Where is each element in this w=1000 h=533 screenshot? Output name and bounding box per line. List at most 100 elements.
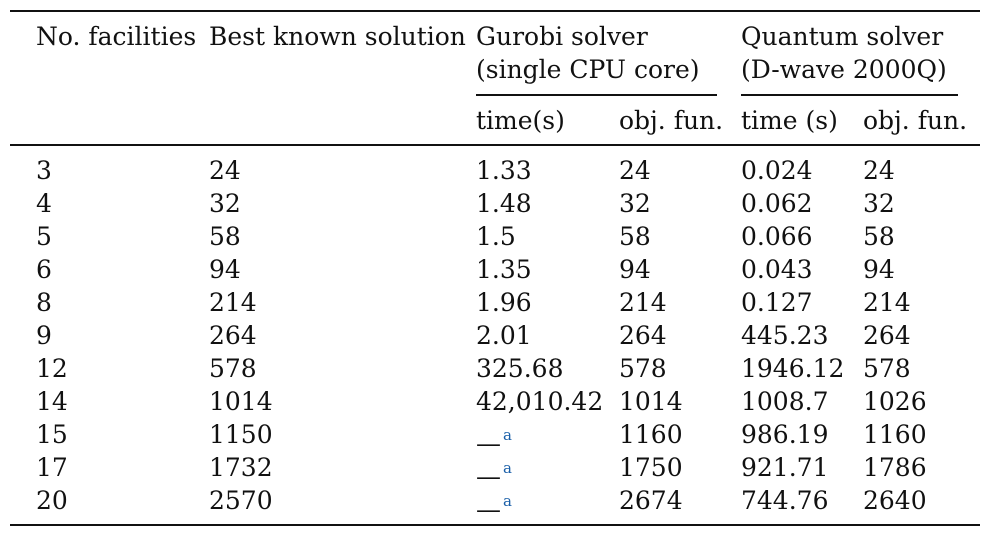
top-rule [10, 10, 980, 12]
cell-best-known-text: 24 [209, 156, 241, 185]
cell-gurobi-time: 1.96 [476, 288, 532, 318]
cell-gurobi-time-text: 42,010.42 [476, 387, 604, 416]
cell-gurobi-time-text: 1.35 [476, 255, 532, 284]
cell-quantum-time: 921.71 [741, 453, 828, 483]
footnote-marker[interactable]: a [503, 426, 512, 444]
cell-facilities: 17 [36, 453, 68, 483]
quantum-group-rule [741, 94, 958, 96]
cell-quantum-time-text: 744.76 [741, 486, 829, 515]
cell-gurobi-obj: 24 [619, 156, 651, 186]
cell-facilities-text: 8 [36, 288, 52, 317]
cell-gurobi-obj: 32 [619, 189, 651, 219]
cell-gurobi-time-text: 1.5 [476, 222, 516, 251]
cell-best-known-text: 1014 [209, 387, 273, 416]
cell-quantum-time-text: 0.062 [741, 189, 813, 218]
cell-quantum-obj-text: 1160 [863, 420, 927, 449]
cell-quantum-obj: 2640 [863, 486, 927, 516]
cell-best-known-text: 32 [209, 189, 241, 218]
cell-gurobi-obj: 1750 [619, 453, 683, 483]
cell-facilities: 14 [36, 387, 68, 417]
cell-gurobi-time: 2.01 [476, 321, 532, 351]
header-gurobi-line1: Gurobi solver [476, 22, 648, 51]
cell-gurobi-time-text: 325.68 [476, 354, 564, 383]
cell-gurobi-obj: 264 [619, 321, 667, 351]
cell-gurobi-obj-text: 214 [619, 288, 667, 317]
cell-quantum-time: 986.19 [741, 420, 828, 450]
cell-gurobi-obj: 1014 [619, 387, 683, 417]
cell-quantum-time-text: 1946.12 [741, 354, 845, 383]
cell-quantum-obj-text: 214 [863, 288, 911, 317]
cell-gurobi-time: 1.35 [476, 255, 532, 285]
cell-best-known: 1150 [209, 420, 273, 450]
cell-quantum-time: 0.043 [741, 255, 813, 285]
cell-quantum-obj-text: 1786 [863, 453, 927, 482]
cell-facilities: 8 [36, 288, 52, 318]
cell-facilities-text: 6 [36, 255, 52, 284]
cell-gurobi-obj-text: 1160 [619, 420, 683, 449]
cell-quantum-time-text: 1008.7 [741, 387, 829, 416]
cell-quantum-obj-text: 578 [863, 354, 911, 383]
header-quantum-line1: Quantum solver [741, 22, 944, 51]
subheader-quantum-time: time (s) [741, 106, 838, 135]
cell-quantum-obj-text: 264 [863, 321, 911, 350]
cell-facilities-text: 15 [36, 420, 68, 449]
cell-quantum-time: 1008.7 [741, 387, 828, 417]
cell-gurobi-time-text: 2.01 [476, 321, 532, 350]
cell-best-known-text: 264 [209, 321, 257, 350]
cell-quantum-obj-text: 2640 [863, 486, 927, 515]
cell-quantum-time-text: 0.127 [741, 288, 813, 317]
cell-quantum-time: 744.76 [741, 486, 828, 516]
cell-gurobi-obj: 1160 [619, 420, 683, 450]
cell-quantum-time: 0.066 [741, 222, 813, 252]
cell-facilities-text: 9 [36, 321, 52, 350]
footnote-marker[interactable]: a [503, 492, 512, 510]
cell-facilities-text: 3 [36, 156, 52, 185]
cell-best-known-text: 1150 [209, 420, 273, 449]
cell-best-known: 214 [209, 288, 257, 318]
cell-quantum-obj: 32 [863, 189, 895, 219]
cell-gurobi-time: 1.48 [476, 189, 532, 219]
cell-gurobi-time: 1.33 [476, 156, 532, 186]
cell-facilities-text: 20 [36, 486, 68, 515]
cell-quantum-obj: 264 [863, 321, 911, 351]
bottom-rule [10, 524, 980, 526]
cell-quantum-time: 0.127 [741, 288, 813, 318]
cell-best-known: 1014 [209, 387, 273, 417]
cell-facilities: 12 [36, 354, 68, 384]
footnote-marker[interactable]: a [503, 459, 512, 477]
cell-best-known-text: 2570 [209, 486, 273, 515]
cell-gurobi-time: 325.68 [476, 354, 563, 384]
cell-gurobi-obj-text: 578 [619, 354, 667, 383]
cell-gurobi-obj-text: 1014 [619, 387, 683, 416]
cell-quantum-time: 445.23 [741, 321, 828, 351]
cell-gurobi-obj: 2674 [619, 486, 683, 516]
cell-quantum-obj: 24 [863, 156, 895, 186]
cell-facilities-text: 4 [36, 189, 52, 218]
cell-gurobi-time: 42,010.42 [476, 387, 603, 417]
cell-gurobi-time-text: 1.48 [476, 189, 532, 218]
cell-facilities-text: 5 [36, 222, 52, 251]
cell-quantum-obj-text: 32 [863, 189, 895, 218]
cell-facilities: 3 [36, 156, 52, 186]
cell-gurobi-time: — a [476, 420, 512, 459]
gurobi-group-rule [476, 94, 717, 96]
cell-quantum-time-text: 445.23 [741, 321, 829, 350]
cell-best-known: 1732 [209, 453, 273, 483]
cell-best-known: 94 [209, 255, 241, 285]
cell-gurobi-obj-text: 58 [619, 222, 651, 251]
cell-quantum-obj: 1026 [863, 387, 927, 417]
cell-gurobi-obj-text: 264 [619, 321, 667, 350]
cell-best-known-text: 1732 [209, 453, 273, 482]
cell-gurobi-obj: 94 [619, 255, 651, 285]
cell-best-known-text: 94 [209, 255, 241, 284]
cell-quantum-time-text: 0.024 [741, 156, 813, 185]
cell-gurobi-time-text: 1.33 [476, 156, 532, 185]
cell-gurobi-time-text: — [476, 462, 501, 491]
subheader-gurobi-obj: obj. fun. [619, 106, 724, 135]
cell-quantum-time: 0.024 [741, 156, 813, 186]
cell-best-known-text: 58 [209, 222, 241, 251]
cell-gurobi-obj-text: 94 [619, 255, 651, 284]
cell-gurobi-obj-text: 1750 [619, 453, 683, 482]
cell-facilities-text: 17 [36, 453, 68, 482]
